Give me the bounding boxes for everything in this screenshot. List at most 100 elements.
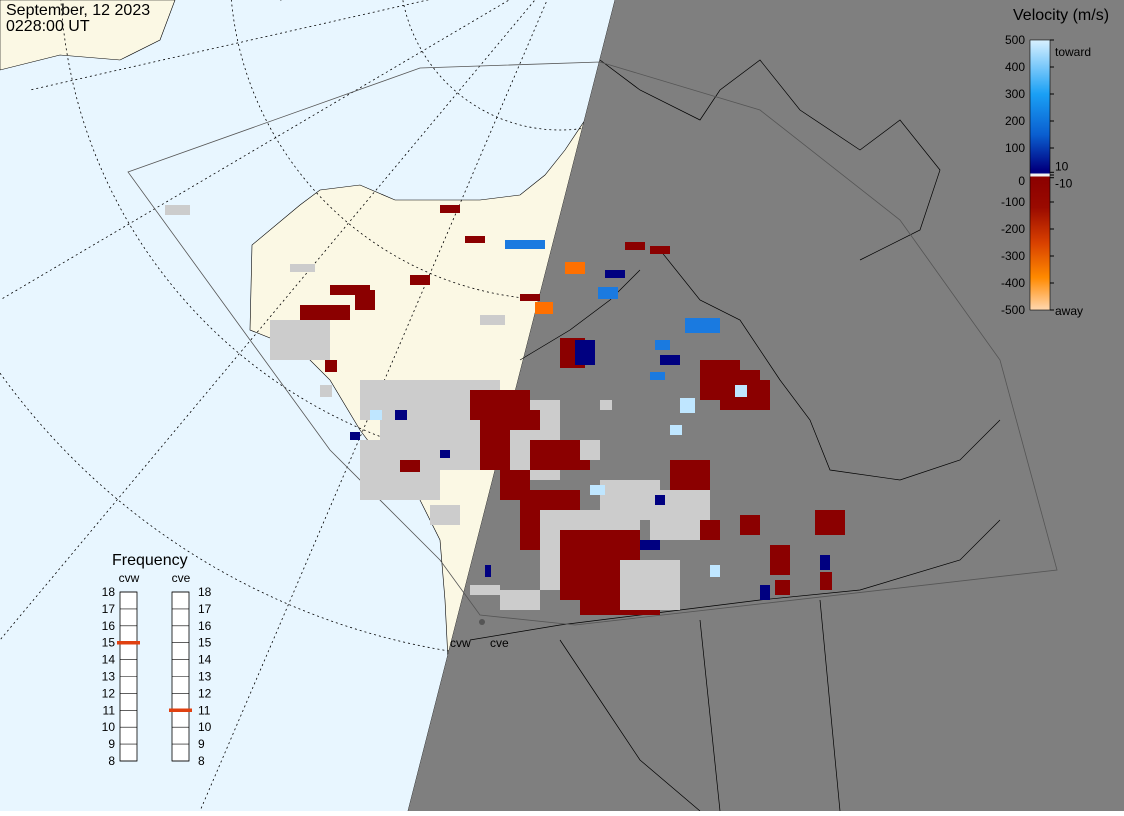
scatter-cell — [370, 410, 382, 420]
scatter-cell — [350, 432, 360, 440]
scatter-cell — [640, 540, 660, 550]
velocity-tick-label: -100 — [1001, 195, 1025, 209]
scatter-cell — [815, 510, 845, 535]
scatter-cell — [660, 355, 680, 365]
radar-name: cve — [172, 571, 191, 585]
frequency-tick-label: 18 — [198, 585, 212, 599]
scatter-cell — [575, 340, 595, 365]
frequency-tick-label: 9 — [108, 737, 115, 751]
scatter-cell — [685, 318, 720, 333]
scatter-cell — [330, 285, 370, 295]
scatter-cell — [770, 545, 790, 575]
frequency-tick-label: 8 — [198, 754, 205, 768]
scatter-cell — [700, 520, 720, 540]
scatter-cell — [710, 565, 720, 577]
scatter-cell — [565, 262, 585, 274]
scatter-cell — [625, 242, 645, 250]
frequency-tick-label: 13 — [102, 670, 116, 684]
scatter-cell — [650, 246, 670, 254]
scatter-cell — [590, 485, 605, 495]
velocity-tick-label: 400 — [1005, 60, 1025, 74]
frequency-tick-label: 15 — [198, 636, 212, 650]
scatter-cell — [465, 236, 485, 243]
frequency-tick-label: 8 — [108, 754, 115, 768]
scatter-cell — [520, 294, 540, 301]
velocity-tick-label: 10 — [1055, 159, 1069, 173]
frequency-tick-label: 15 — [102, 636, 116, 650]
frequency-tick-label: 17 — [198, 602, 212, 616]
frequency-tick-label: 13 — [198, 670, 212, 684]
scatter-cell — [670, 425, 682, 435]
scatter-cells — [165, 205, 845, 615]
radar-label: cve — [490, 636, 509, 650]
scatter-cell — [735, 385, 747, 397]
frequency-tick-label: 12 — [102, 686, 116, 700]
frequency-tick-label: 9 — [198, 737, 205, 751]
scatter-cell — [290, 264, 315, 272]
scatter-cell — [400, 460, 420, 472]
velocity-tick-label: 500 — [1005, 33, 1025, 47]
scatter-cell — [165, 205, 190, 215]
frequency-tick-label: 18 — [102, 585, 116, 599]
scatter-cell — [470, 585, 500, 595]
velocity-tick-label: -10 — [1055, 177, 1073, 191]
scatter-cell — [325, 360, 337, 372]
frequency-tick-label: 17 — [102, 602, 116, 616]
scatter-cell — [760, 585, 770, 600]
velocity-colorbar — [1029, 39, 1051, 311]
scatter-cell — [430, 505, 460, 525]
frequency-tick-label: 11 — [103, 703, 116, 717]
frequency-tick-label: 11 — [198, 703, 211, 717]
radar-site — [479, 619, 485, 625]
scatter-cell — [480, 315, 505, 325]
scatter-cell — [820, 572, 832, 590]
scatter-cell — [485, 565, 491, 577]
date: September, 12 2023 — [6, 2, 150, 19]
velocity-tick-label: 100 — [1005, 141, 1025, 155]
velocity-tick-label: -400 — [1001, 276, 1025, 290]
scatter-cell — [535, 302, 553, 314]
frequency-tick-label: 10 — [198, 720, 212, 734]
radar-label: cvw — [450, 636, 471, 650]
velocity-tick-label: 200 — [1005, 114, 1025, 128]
frequency-tick-label: 16 — [102, 619, 116, 633]
scatter-cell — [355, 290, 375, 310]
scatter-cell — [650, 372, 665, 380]
velocity-tick-label: -300 — [1001, 249, 1025, 263]
away-label: away — [1055, 304, 1083, 318]
scatter-cell — [440, 205, 460, 213]
scatter-cell — [300, 305, 350, 320]
scatter-cell — [395, 410, 407, 420]
toward-label: toward — [1055, 45, 1091, 59]
frequency-tick-label: 16 — [198, 619, 212, 633]
radar-name: cvw — [119, 571, 140, 585]
scatter-cell — [320, 385, 332, 397]
frequency-tick-label: 14 — [102, 653, 116, 667]
velocity-tick-label: 0 — [1018, 174, 1025, 188]
velocity-tick-label: -500 — [1001, 303, 1025, 317]
scatter-cell — [440, 450, 450, 458]
scatter-cell — [620, 560, 680, 610]
frequency-title: Frequency — [112, 552, 188, 569]
velocity-title: Velocity (m/s) — [1013, 7, 1109, 24]
scatter-cell — [598, 287, 618, 299]
frequency-tick-label: 10 — [102, 720, 116, 734]
scatter-cell — [410, 275, 430, 285]
scatter-cell — [775, 580, 790, 595]
velocity-tick-label: -200 — [1001, 222, 1025, 236]
land-siberia — [0, 0, 176, 71]
scatter-cell — [680, 398, 695, 413]
scatter-cell — [655, 495, 665, 505]
scatter-cell — [820, 555, 830, 570]
scatter-cell — [600, 400, 612, 410]
scatter-cell — [270, 320, 330, 360]
scatter-cell — [740, 515, 760, 535]
scatter-cell — [655, 340, 670, 350]
radar-fan — [127, 61, 1058, 626]
time: 0228:00 UT — [6, 18, 90, 35]
scatter-cell — [500, 590, 540, 610]
scatter-cell — [605, 270, 625, 278]
